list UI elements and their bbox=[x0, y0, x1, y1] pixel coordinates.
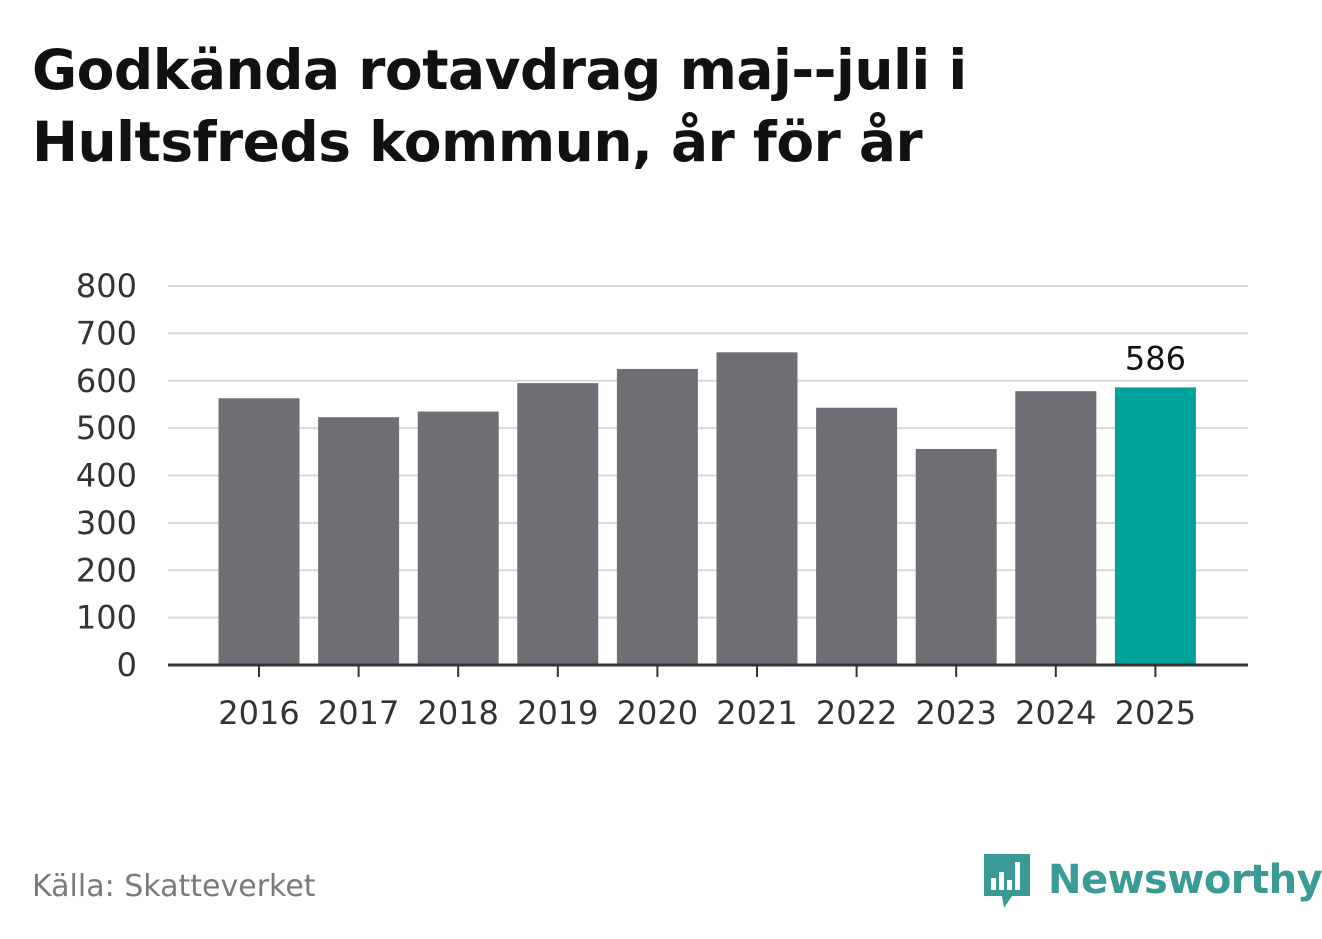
brand-name: Newsworthy bbox=[1048, 857, 1322, 903]
newsworthy-logo-icon bbox=[984, 854, 1030, 908]
bar-2018 bbox=[417, 411, 499, 665]
y-tick-label: 500 bbox=[76, 409, 137, 447]
y-axis-tick-labels: 0 100 200 300 400 500 600 700 800 bbox=[76, 267, 137, 684]
chart-title: Godkända rotavdrag maj--juli i Hultsfred… bbox=[32, 38, 967, 174]
x-tick-label: 2022 bbox=[816, 694, 897, 732]
y-tick-label: 400 bbox=[76, 457, 137, 495]
y-tick-label: 300 bbox=[76, 504, 137, 542]
x-tick-label: 2023 bbox=[915, 694, 996, 732]
x-tick-label: 2018 bbox=[417, 694, 498, 732]
y-tick-label: 700 bbox=[76, 314, 137, 352]
bar-2021 bbox=[716, 352, 798, 665]
x-axis bbox=[168, 663, 1248, 677]
y-tick-label: 800 bbox=[76, 267, 137, 305]
bar-2024 bbox=[1015, 391, 1097, 665]
bar-2022 bbox=[816, 407, 898, 665]
y-tick-label: 100 bbox=[76, 599, 137, 637]
bar-2016 bbox=[218, 398, 300, 665]
source-note: Källa: Skatteverket bbox=[32, 869, 316, 904]
x-tick-label: 2021 bbox=[716, 694, 797, 732]
x-tick-label: 2020 bbox=[617, 694, 698, 732]
x-tick-label: 2016 bbox=[218, 694, 299, 732]
bar-2025 bbox=[1114, 387, 1196, 665]
x-tick-label: 2017 bbox=[318, 694, 399, 732]
y-tick-label: 200 bbox=[76, 551, 137, 589]
data-label: 586 bbox=[1125, 339, 1186, 377]
bar-2020 bbox=[616, 368, 698, 665]
bars bbox=[218, 352, 1196, 665]
brand-logo: Newsworthy bbox=[980, 848, 1322, 912]
bar-2017 bbox=[318, 417, 400, 665]
x-tick-label: 2024 bbox=[1015, 694, 1096, 732]
y-tick-label: 600 bbox=[76, 362, 137, 400]
bar-2019 bbox=[517, 383, 599, 665]
data-labels: 586 bbox=[1125, 339, 1186, 377]
x-tick-label: 2019 bbox=[517, 694, 598, 732]
bar-2023 bbox=[915, 448, 997, 665]
y-tick-label: 0 bbox=[117, 646, 137, 684]
x-tick-label: 2025 bbox=[1115, 694, 1196, 732]
x-axis-tick-labels: 2016 2017 2018 2019 2020 2021 2022 2023 2024 2025 bbox=[218, 694, 1196, 732]
